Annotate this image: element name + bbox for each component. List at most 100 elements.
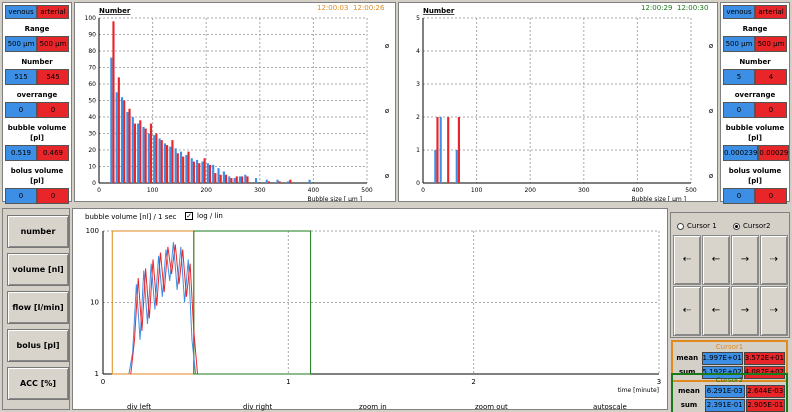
bar-venous [265, 179, 268, 183]
right-axis-label: ø [709, 42, 714, 50]
bar-venous [120, 97, 124, 183]
timeline-ylabel: bubble volume [nl] / 1 sec [85, 213, 177, 221]
bar-venous [308, 179, 311, 183]
radio-icon[interactable] [677, 222, 684, 230]
series-line-venous [128, 242, 197, 375]
time-start-label: 12:00:29 [641, 4, 672, 12]
number-arterial: 4 [755, 69, 787, 85]
fast-left-arrow-icon[interactable]: ⇠ [673, 235, 701, 285]
bar-venous [153, 135, 156, 183]
bar-venous [158, 138, 161, 183]
y-tick-label: 5 [416, 15, 420, 22]
div-right-button[interactable]: div right [243, 403, 273, 411]
range-venous[interactable]: 500 µm [723, 36, 755, 52]
right-axis-label: ø [385, 107, 390, 115]
left-arrow-icon[interactable]: ← [702, 286, 730, 336]
right-arrow-icon[interactable]: → [731, 235, 759, 285]
bar-venous [228, 176, 231, 183]
x-tick-label: 300 [578, 187, 590, 194]
y-tick-label: 1 [95, 370, 99, 378]
radio-checked-icon[interactable] [733, 222, 740, 230]
cursor1-radio[interactable]: Cursor 1 [677, 222, 717, 230]
cursor1-sum-arterial: 4.087E+02 [743, 366, 785, 379]
bar-arterial [166, 145, 169, 183]
arterial-header: arterial [755, 5, 787, 19]
cursor2-radio[interactable]: Cursor2 [733, 222, 770, 230]
range-arterial[interactable]: 500 µm [755, 36, 787, 52]
log-lin-toggle[interactable]: ✓ log / lin [185, 212, 223, 220]
arterial-header: arterial [37, 5, 69, 19]
bar-arterial [246, 176, 249, 183]
histogram-chart-2: Number 12:00:29 12:00:30 0 100 200 300 400 500 0 1… [416, 4, 714, 203]
cursor1-mean-arterial: 3.572E+01 [743, 352, 785, 365]
y-tick-label: 0 [416, 180, 420, 187]
bar-venous [174, 148, 177, 183]
mode-button-panel: number volume [nl] flow [l/min] bolus [p… [2, 208, 70, 410]
bar-venous [163, 143, 166, 183]
x-tick-label: 300 [254, 187, 266, 194]
cursor2-sum-arterial: 2.905E-01 [745, 399, 785, 412]
number-label: Number [739, 58, 771, 66]
bar-venous [185, 154, 188, 183]
x-tick-label: 400 [632, 187, 644, 194]
left-arrow-icon[interactable]: ← [702, 235, 730, 285]
volume-button[interactable]: volume [nl] [7, 253, 69, 286]
bar-arterial [235, 176, 238, 183]
cursor2-mean-arterial: 2.644E-03 [745, 385, 785, 398]
checkbox-icon[interactable]: ✓ [185, 212, 193, 220]
cursor2-stats: Cursor2 mean 6.291E-03 2.644E-03 sum 2.391E… [671, 373, 788, 412]
div-left-button[interactable]: div left [127, 403, 152, 411]
x-tick-label: 1 [286, 378, 290, 386]
zoom-in-button[interactable]: zoom in [359, 403, 387, 411]
bolus-volume-arterial: 0 [755, 188, 787, 204]
histogram-panel-1: Number 12:00:03 12:00:26 0 100 200 300 400 500 0 1… [74, 2, 396, 203]
range-label: Range [24, 25, 50, 33]
bar-arterial [230, 178, 233, 183]
overrange-arterial: 0 [37, 102, 69, 118]
x-tick-label: 2 [471, 378, 475, 386]
right-arrow-icon[interactable]: → [731, 286, 759, 336]
bar-arterial [241, 176, 244, 183]
overrange-label: overrange [16, 91, 58, 99]
y-tick-label: 10 [88, 164, 96, 171]
right-axis-label: ø [709, 172, 714, 180]
cursor1-title: Cursor1 [715, 343, 744, 351]
bar-arterial [160, 140, 163, 183]
bar-arterial [123, 100, 126, 183]
bubble-volume-label: bubble volume [pl] [7, 124, 67, 142]
cursor-control-panel: Cursor 1 Cursor2 ⇠ ← → ⇢ ⇠ ← → ⇢ [670, 212, 790, 338]
overrange-arterial: 0 [755, 102, 787, 118]
fast-left-arrow-icon[interactable]: ⇠ [673, 286, 701, 336]
cursor1-radio-label: Cursor 1 [687, 222, 717, 230]
bar-arterial [208, 164, 212, 183]
fast-right-arrow-icon[interactable]: ⇢ [760, 286, 788, 336]
cursor1-stats: Cursor1 mean 1.997E+01 3.572E+01 sum 5.192E… [671, 340, 788, 382]
bubble-volume-label: bubble volume [pl] [725, 124, 785, 142]
number-button[interactable]: number [7, 215, 69, 248]
y-tick-label: 60 [88, 81, 96, 88]
bolus-button[interactable]: bolus [pl] [7, 329, 69, 362]
acc-button[interactable]: ACC [%] [7, 367, 69, 400]
autoscale-button[interactable]: autoscale [593, 403, 627, 411]
fast-right-arrow-icon[interactable]: ⇢ [760, 235, 788, 285]
bar-venous [196, 159, 199, 183]
bar-venous [131, 117, 134, 183]
y-tick-label: 10 [90, 299, 99, 307]
right-axis-label: ø [385, 172, 390, 180]
venous-header: venous [723, 5, 755, 19]
bar-arterial [187, 151, 190, 183]
x-axis-label: Bubble size [ µm ] [631, 196, 686, 201]
bar-venous [455, 150, 458, 183]
bar-arterial [139, 120, 142, 183]
cursor2-sum-venous: 2.391E-01 [705, 399, 745, 412]
range-venous[interactable]: 500 µm [5, 36, 37, 52]
range-arterial[interactable]: 500 µm [37, 36, 69, 52]
x-tick-label: 500 [685, 187, 697, 194]
time-end-label: 12:00:30 [677, 4, 708, 12]
flow-button[interactable]: flow [l/min] [7, 291, 69, 324]
zoom-out-button[interactable]: zoom out [475, 403, 508, 411]
time-start-label: 12:00:03 [317, 4, 348, 12]
bolus-volume-arterial: 0 [37, 188, 69, 204]
histogram-chart-1: Number 12:00:03 12:00:26 0 100 200 300 400 500 0 1… [85, 4, 390, 203]
